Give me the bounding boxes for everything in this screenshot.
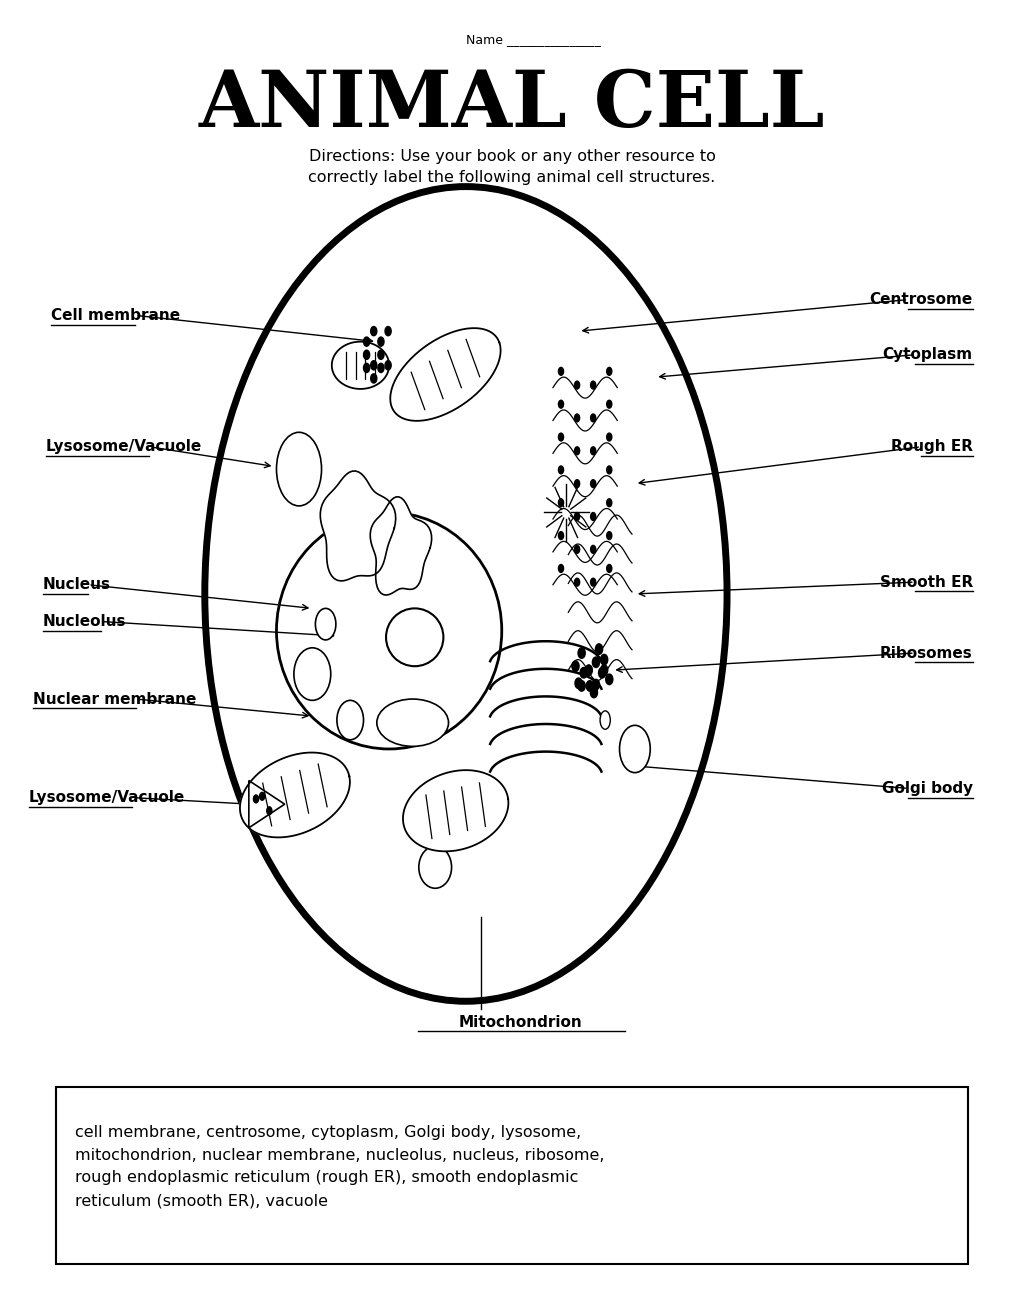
Text: cell membrane, centrosome, cytoplasm, Golgi body, lysosome,
mitochondrion, nucle: cell membrane, centrosome, cytoplasm, Go… <box>75 1125 604 1208</box>
Ellipse shape <box>578 648 585 658</box>
Ellipse shape <box>266 807 272 815</box>
Polygon shape <box>240 753 350 837</box>
Ellipse shape <box>385 327 391 336</box>
Ellipse shape <box>600 711 610 729</box>
Ellipse shape <box>578 681 585 691</box>
Text: Name _______________: Name _______________ <box>466 33 601 46</box>
Ellipse shape <box>591 381 596 389</box>
Ellipse shape <box>571 661 579 671</box>
Ellipse shape <box>600 654 607 665</box>
Ellipse shape <box>574 545 580 553</box>
Ellipse shape <box>558 565 563 573</box>
Ellipse shape <box>371 327 377 336</box>
Ellipse shape <box>580 668 587 678</box>
Polygon shape <box>371 497 432 595</box>
Ellipse shape <box>606 532 611 540</box>
Ellipse shape <box>419 846 452 888</box>
Ellipse shape <box>591 545 596 553</box>
Ellipse shape <box>600 665 607 675</box>
Text: Directions: Use your book or any other resource to
correctly label the following: Directions: Use your book or any other r… <box>308 148 716 185</box>
Ellipse shape <box>591 447 596 455</box>
Ellipse shape <box>606 565 611 573</box>
Ellipse shape <box>586 665 592 675</box>
Polygon shape <box>332 342 389 389</box>
Ellipse shape <box>385 361 391 371</box>
Ellipse shape <box>591 480 596 487</box>
Ellipse shape <box>558 532 563 540</box>
Ellipse shape <box>598 668 605 678</box>
Ellipse shape <box>574 512 580 520</box>
Text: Cytoplasm: Cytoplasm <box>883 347 973 363</box>
Ellipse shape <box>558 466 563 474</box>
Ellipse shape <box>620 725 650 773</box>
Ellipse shape <box>592 657 599 668</box>
Ellipse shape <box>371 361 377 371</box>
Text: Centrosome: Centrosome <box>869 292 973 307</box>
Ellipse shape <box>606 674 612 685</box>
Ellipse shape <box>377 699 449 746</box>
Text: Lysosome/Vacuole: Lysosome/Vacuole <box>46 439 203 455</box>
Text: Mitochondrion: Mitochondrion <box>459 1014 582 1030</box>
Ellipse shape <box>606 401 611 409</box>
Ellipse shape <box>596 644 602 654</box>
Ellipse shape <box>378 350 384 360</box>
Text: Lysosome/Vacuole: Lysosome/Vacuole <box>29 790 185 805</box>
Ellipse shape <box>591 578 596 586</box>
Polygon shape <box>390 328 501 420</box>
Polygon shape <box>249 781 285 828</box>
Ellipse shape <box>592 679 599 690</box>
Ellipse shape <box>558 434 563 442</box>
Text: Golgi body: Golgi body <box>882 781 973 796</box>
Ellipse shape <box>276 432 322 506</box>
Ellipse shape <box>586 681 593 691</box>
FancyBboxPatch shape <box>56 1087 968 1264</box>
Text: Ribosomes: Ribosomes <box>880 645 973 661</box>
Ellipse shape <box>606 434 611 442</box>
Ellipse shape <box>364 363 370 373</box>
Text: Nuclear membrane: Nuclear membrane <box>33 691 197 707</box>
Ellipse shape <box>378 336 384 347</box>
Text: ANIMAL CELL: ANIMAL CELL <box>199 67 825 143</box>
Polygon shape <box>403 770 508 851</box>
Ellipse shape <box>606 466 611 474</box>
Text: Rough ER: Rough ER <box>891 439 973 455</box>
Ellipse shape <box>575 678 582 689</box>
Ellipse shape <box>606 368 611 376</box>
Ellipse shape <box>558 401 563 409</box>
Ellipse shape <box>364 350 370 360</box>
Text: Nucleolus: Nucleolus <box>43 614 127 629</box>
Ellipse shape <box>378 363 384 373</box>
Ellipse shape <box>371 373 377 384</box>
Ellipse shape <box>386 608 443 666</box>
Ellipse shape <box>276 512 502 749</box>
Ellipse shape <box>205 187 727 1001</box>
Ellipse shape <box>364 336 370 347</box>
Ellipse shape <box>254 795 258 803</box>
Ellipse shape <box>591 414 596 422</box>
Ellipse shape <box>337 700 364 740</box>
Ellipse shape <box>574 447 580 455</box>
Ellipse shape <box>590 687 597 698</box>
Ellipse shape <box>574 381 580 389</box>
Polygon shape <box>321 470 395 581</box>
Ellipse shape <box>315 608 336 640</box>
Ellipse shape <box>558 499 563 507</box>
Ellipse shape <box>260 792 264 800</box>
Ellipse shape <box>591 512 596 520</box>
Ellipse shape <box>574 480 580 487</box>
Ellipse shape <box>606 499 611 507</box>
Ellipse shape <box>574 578 580 586</box>
Text: Cell membrane: Cell membrane <box>51 307 180 323</box>
Ellipse shape <box>294 648 331 700</box>
Ellipse shape <box>574 414 580 422</box>
Text: Nucleus: Nucleus <box>43 577 111 593</box>
Ellipse shape <box>558 368 563 376</box>
Text: Smooth ER: Smooth ER <box>880 574 973 590</box>
